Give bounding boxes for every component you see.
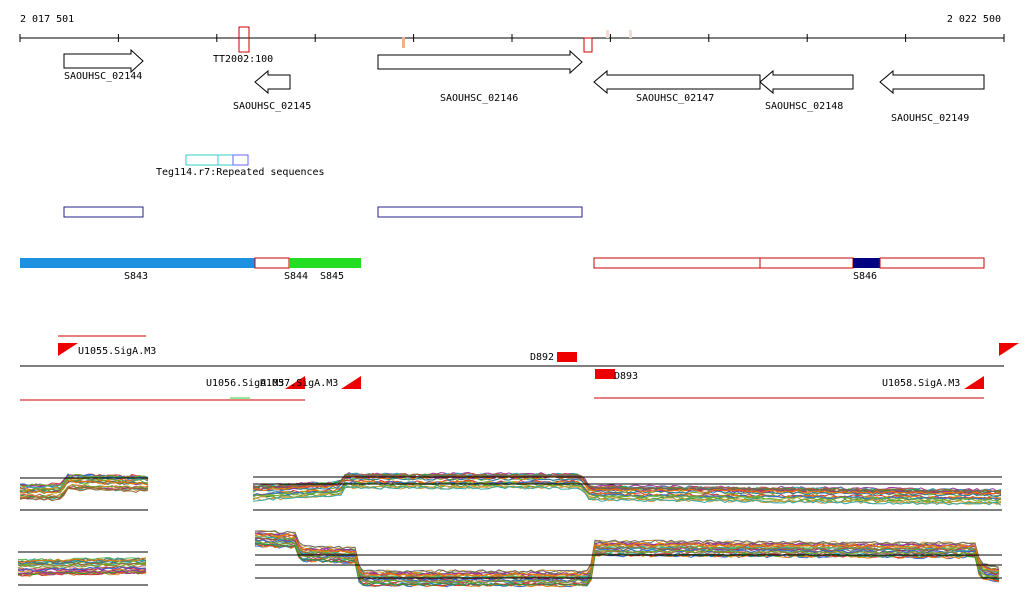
repeat-label: Teg114.r7:Repeated sequences: [156, 167, 325, 178]
segment: [20, 258, 255, 268]
expression-line: [19, 487, 149, 502]
expression-line: [17, 562, 147, 568]
expression-line: [252, 481, 1002, 501]
segment-label: S843: [124, 271, 148, 282]
ruler-start: 2 017 501: [20, 14, 74, 25]
gene-arrow: [377, 49, 583, 75]
peak-label: D892: [530, 352, 554, 363]
expression-line: [19, 480, 149, 495]
feature-mark: [629, 30, 632, 38]
expression-line: [17, 557, 147, 563]
expression-line: [254, 540, 1000, 584]
expression-line: [17, 570, 147, 576]
expression-line: [19, 480, 149, 494]
peak: [557, 352, 577, 362]
repeat-box: [232, 154, 249, 166]
segment-label: S844: [284, 271, 308, 282]
expression-line: [254, 530, 1000, 574]
repeat-box: [185, 154, 219, 166]
feature-mark: [583, 37, 593, 53]
peak-label: D893: [614, 371, 638, 382]
transposon-box: [238, 26, 250, 53]
expression-line: [252, 485, 1002, 506]
expression-line: [17, 566, 147, 572]
promoter-label: U1056.SigA.M3: [206, 378, 284, 389]
promoter-label: U1055.SigA.M3: [78, 346, 156, 357]
promoter-label: U1057.SigA.M3: [260, 378, 338, 389]
expression-line: [19, 486, 149, 500]
gene-label: SAOUHSC_02145: [233, 101, 311, 112]
expression-line: [19, 478, 149, 492]
expression-line: [17, 569, 147, 575]
promoter-flag: [285, 367, 305, 389]
expression-line: [17, 565, 147, 571]
segment-label: S845: [320, 271, 344, 282]
repeat-box: [217, 154, 234, 166]
promoter-label: U1058.SigA.M3: [882, 378, 960, 389]
expression-line: [252, 475, 1002, 496]
gene-label: SAOUHSC_02148: [765, 101, 843, 112]
gene-arrow: [254, 69, 291, 95]
gene-arrow: [63, 48, 144, 74]
expression-line: [254, 540, 1000, 584]
gene-label: SAOUHSC_02144: [64, 71, 142, 82]
expression-line: [252, 477, 1002, 498]
region-box: [63, 206, 144, 218]
expression-line: [252, 473, 1002, 493]
promoter-flag: [341, 367, 361, 389]
transposon-label: TT2002:100: [213, 54, 273, 65]
gene-label: SAOUHSC_02146: [440, 93, 518, 104]
feature-mark: [606, 30, 609, 38]
features: TT2002:100 SAOUHSC_02144 SAOUHSC_02145 S…: [20, 26, 1019, 401]
promoter-flag: [964, 367, 984, 389]
expression-line: [19, 483, 149, 498]
gene-label: SAOUHSC_02147: [636, 93, 714, 104]
segment: [853, 258, 880, 268]
expression-line: [254, 537, 1000, 580]
segment: [289, 258, 361, 268]
segment: [254, 257, 290, 269]
segment: [759, 257, 854, 269]
promoter-flag: [58, 343, 78, 365]
expression-line: [17, 559, 147, 565]
expression-tracks: [17, 471, 1002, 588]
expression-line: [19, 473, 149, 487]
expression-line: [254, 533, 1000, 577]
gene-arrow: [759, 69, 854, 95]
expression-line: [17, 557, 147, 564]
gene-arrow: [593, 69, 761, 95]
ruler-ticks: [19, 34, 1005, 42]
segment: [879, 257, 985, 269]
region-box: [377, 206, 583, 218]
ruler: 2 017 501 2 022 500: [19, 14, 1005, 42]
gene-label: SAOUHSC_02149: [891, 113, 969, 124]
segment: [593, 257, 761, 269]
feature-mark: [402, 37, 405, 48]
gene-arrow: [879, 69, 985, 95]
expression-line: [252, 484, 1002, 505]
peak: [595, 369, 615, 379]
expression-line: [254, 542, 1000, 587]
expression-line: [17, 563, 147, 569]
ruler-end: 2 022 500: [947, 14, 1001, 25]
promoter-flag: [999, 343, 1019, 365]
segment-label: S846: [853, 271, 877, 282]
